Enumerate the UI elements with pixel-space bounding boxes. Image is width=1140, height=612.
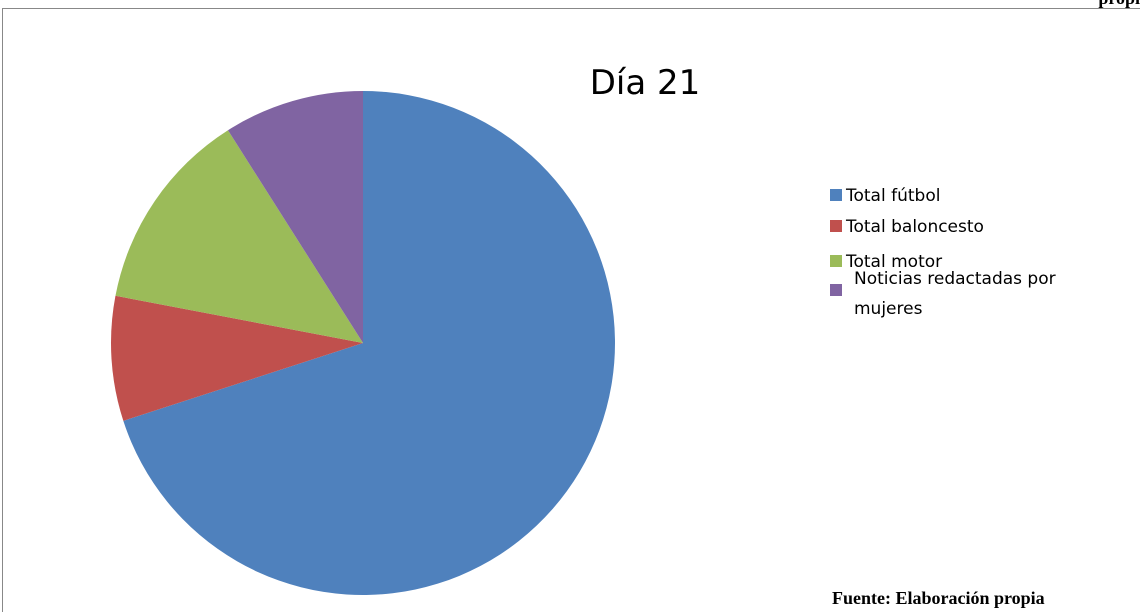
pie-slice xyxy=(110,295,363,421)
legend: Total fútbol Total baloncesto Total motorN… xyxy=(830,186,1056,319)
source-note: Fuente: Elaboración propia xyxy=(832,588,1045,608)
legend-swatch xyxy=(830,255,842,267)
legend-swatch xyxy=(830,220,842,232)
pie xyxy=(110,91,616,595)
chart-title: Día 21 xyxy=(590,63,701,103)
pie-slice xyxy=(123,91,616,595)
page-header: propi xyxy=(1098,0,1140,8)
pie-slice xyxy=(115,130,363,343)
legend-label: Noticias redactadas por mujeres xyxy=(854,269,1056,319)
legend-swatch xyxy=(830,189,842,201)
legend-label: Total motor xyxy=(845,252,942,272)
legend-label: Total baloncesto xyxy=(845,217,984,237)
pie-slice xyxy=(227,91,363,343)
legend-swatch xyxy=(830,284,842,296)
legend-label: Total fútbol xyxy=(845,186,940,206)
